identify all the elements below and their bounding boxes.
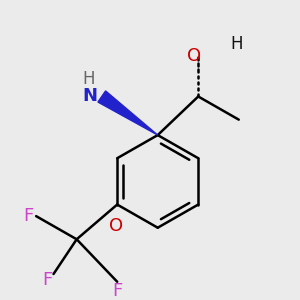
- Text: N: N: [83, 88, 98, 106]
- Text: H: H: [82, 70, 94, 88]
- Text: O: O: [109, 217, 123, 235]
- Text: F: F: [23, 207, 34, 225]
- Text: F: F: [112, 282, 122, 300]
- Text: O: O: [187, 47, 201, 65]
- Text: H: H: [231, 35, 243, 53]
- Text: F: F: [43, 271, 53, 289]
- Polygon shape: [98, 91, 158, 135]
